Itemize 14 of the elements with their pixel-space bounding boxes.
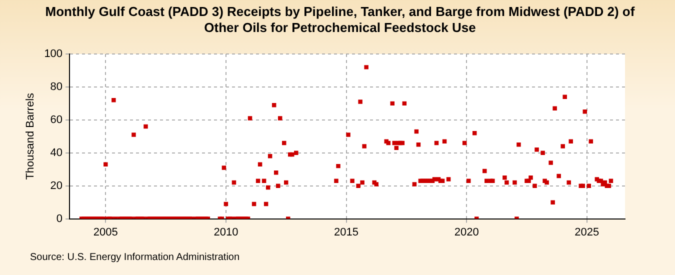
- chart-title: Monthly Gulf Coast (PADD 3) Receipts by Pipeline, Tanker, and Barge from Midwest (PADD 2) of Other Oils for Petrochemical Feedstock Use: [44, 4, 636, 36]
- y-tick-label: 80: [50, 80, 63, 93]
- y-tick-label: 60: [50, 114, 63, 126]
- y-axis-title: Thousand Barrels: [24, 92, 37, 180]
- x-tick-label: 2010: [214, 226, 238, 238]
- y-tick-label: 40: [50, 146, 63, 159]
- y-tick-label: 100: [44, 48, 63, 60]
- x-tick-label: 2020: [454, 226, 479, 238]
- y-tick-label: 0: [56, 212, 63, 225]
- y-tick-label: 20: [50, 180, 63, 192]
- x-tick-label: 2015: [334, 226, 359, 238]
- x-tick-label: 2025: [574, 226, 600, 238]
- source-note: Source: U.S. Energy Information Administration: [30, 252, 240, 263]
- x-tick-label: 2005: [93, 226, 118, 238]
